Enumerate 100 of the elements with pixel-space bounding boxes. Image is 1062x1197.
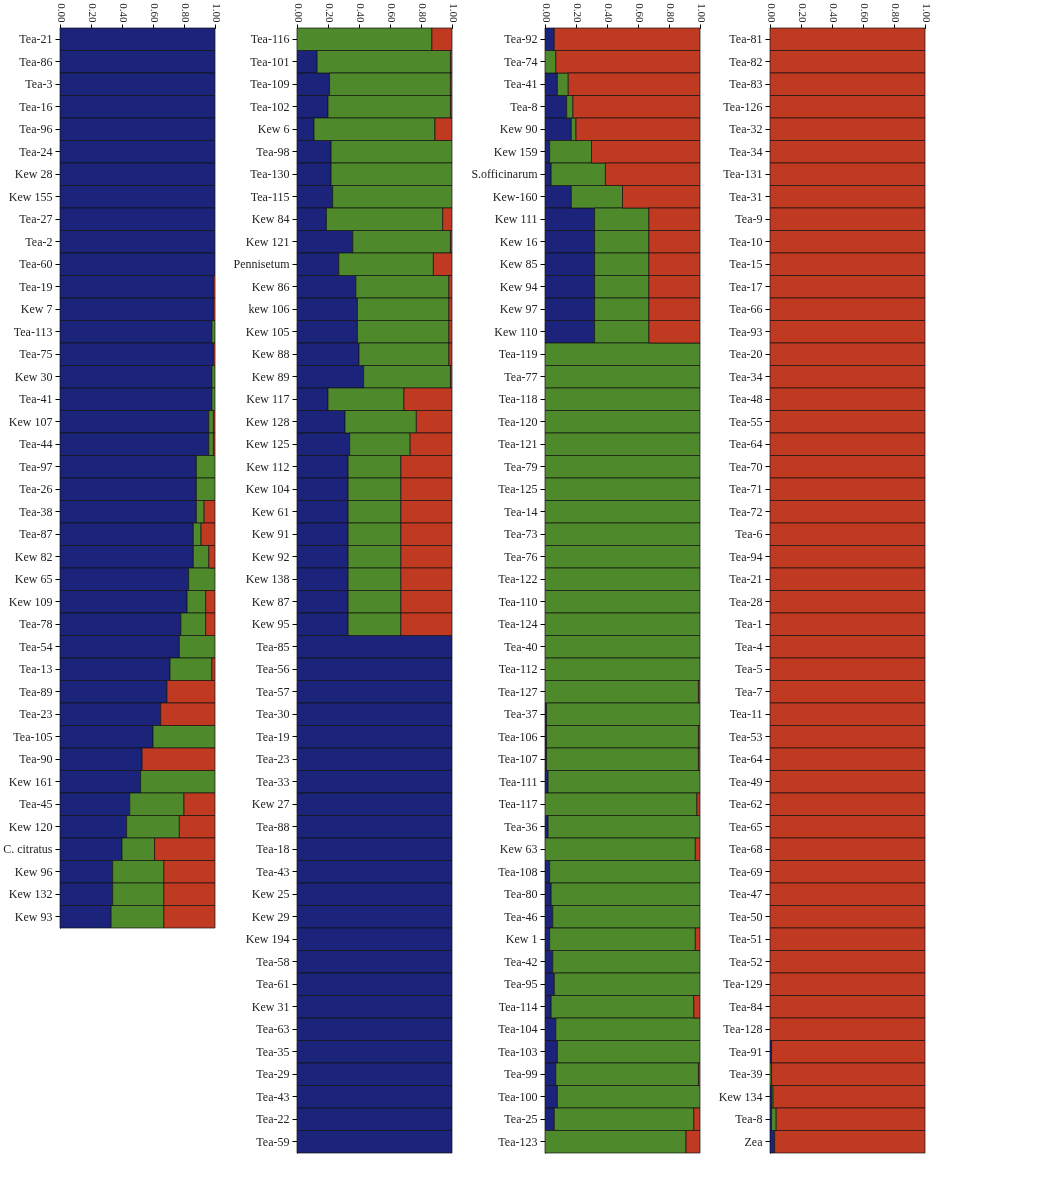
y-tick-label: Tea-107 — [498, 752, 538, 767]
y-tick-label: Tea-76 — [504, 549, 538, 564]
y-tick-label: Kew 16 — [499, 234, 538, 249]
y-tick-label: Tea-45 — [19, 797, 53, 812]
y-tick-label: Tea-31 — [729, 189, 763, 204]
y-tick-label: Tea-46 — [504, 909, 538, 924]
y-tick-label: Tea-34 — [729, 369, 763, 384]
y-tick-label: Tea-52 — [729, 954, 763, 969]
y-tick-label: Kew 97 — [499, 302, 538, 317]
y-tick-label: kew 106 — [248, 302, 290, 317]
y-tick-label: Tea-21 — [19, 32, 53, 47]
y-tick-label: Tea-83 — [729, 77, 763, 92]
y-tick-label: Tea-60 — [19, 257, 53, 272]
x-tick-label: 0.20 — [796, 3, 809, 23]
x-tick-label: 1.00 — [920, 3, 933, 23]
x-tick-label: 1.00 — [210, 3, 223, 23]
y-tick-label: Tea-17 — [729, 279, 763, 294]
y-tick-label: Tea-64 — [729, 752, 763, 767]
y-tick-label: Tea-8 — [735, 1112, 763, 1127]
y-tick-label: Tea-97 — [19, 459, 53, 474]
y-tick-label: Tea-11 — [729, 707, 763, 722]
y-tick-label: Kew 63 — [499, 842, 538, 857]
y-tick-label: Tea-119 — [498, 347, 538, 362]
y-tick-label: Tea-7 — [735, 684, 763, 699]
y-tick-label: Kew 91 — [251, 527, 290, 542]
y-tick-label: Tea-80 — [504, 887, 538, 902]
y-tick-label: Kew 94 — [499, 279, 538, 294]
y-tick-label: Tea-36 — [504, 819, 538, 834]
y-tick-label: Tea-57 — [256, 684, 290, 699]
y-tick-label: Tea-39 — [729, 1067, 763, 1082]
y-tick-label: Tea-54 — [19, 639, 53, 654]
y-tick-label: Kew 93 — [14, 909, 53, 924]
y-tick-label: Kew 90 — [499, 122, 538, 137]
y-tick-label: Tea-71 — [729, 482, 763, 497]
y-tick-label: Tea-44 — [19, 437, 53, 452]
y-tick-label: Kew 92 — [251, 549, 290, 564]
y-tick-label: Kew 96 — [14, 864, 53, 879]
x-tick-label: 1.00 — [695, 3, 708, 23]
y-tick-label: Kew 161 — [8, 774, 53, 789]
y-tick-label: Tea-10 — [729, 234, 763, 249]
y-tick-label: Tea-89 — [19, 684, 53, 699]
y-tick-label: Kew 105 — [245, 324, 290, 339]
y-tick-label: Tea-49 — [729, 774, 763, 789]
y-tick-label: Tea-70 — [729, 459, 763, 474]
y-tick-label: Kew 132 — [8, 887, 53, 902]
y-tick-label: Tea-96 — [19, 122, 53, 137]
y-tick-label: Kew 29 — [251, 909, 290, 924]
y-tick-label: Tea-131 — [723, 167, 763, 182]
y-tick-label: Tea-100 — [498, 1089, 538, 1104]
y-tick-label: Tea-51 — [729, 932, 763, 947]
y-tick-label: Tea-19 — [19, 279, 53, 294]
y-tick-label: Kew 6 — [257, 122, 290, 137]
y-tick-label: Kew 88 — [251, 347, 290, 362]
y-tick-label: Tea-41 — [504, 77, 538, 92]
y-tick-label: Tea-62 — [729, 797, 763, 812]
x-tick-label: 0.00 — [55, 3, 68, 23]
y-tick-label: Tea-59 — [256, 1134, 290, 1149]
y-tick-label: Kew 120 — [8, 819, 53, 834]
y-tick-label: Kew 138 — [245, 572, 290, 587]
y-tick-label: Kew 104 — [245, 482, 290, 497]
y-tick-label: Kew 25 — [251, 887, 290, 902]
y-tick-label: Tea-128 — [723, 1022, 763, 1037]
y-tick-label: Tea-23 — [256, 752, 290, 767]
y-tick-label: Kew 86 — [251, 279, 290, 294]
y-tick-label: Kew 82 — [14, 549, 53, 564]
x-tick-label: 0.80 — [179, 3, 192, 23]
y-tick-label: Tea-43 — [256, 1089, 290, 1104]
x-tick-label: 1.00 — [447, 3, 460, 23]
y-tick-label: Tea-110 — [498, 594, 538, 609]
y-tick-label: Tea-35 — [256, 1044, 290, 1059]
y-tick-label: Tea-124 — [498, 617, 538, 632]
y-tick-label: Tea-25 — [504, 1112, 538, 1127]
y-tick-label: Tea-94 — [729, 549, 763, 564]
y-tick-label: Tea-29 — [256, 1067, 290, 1082]
y-tick-label: Tea-75 — [19, 347, 53, 362]
y-tick-label: Tea-20 — [729, 347, 763, 362]
y-tick-label: Tea-6 — [735, 527, 763, 542]
y-tick-label: C. citratus — [3, 842, 53, 857]
y-tick-label: Tea-26 — [19, 482, 53, 497]
x-tick-label: 0.80 — [664, 3, 677, 23]
x-tick-label: 0.20 — [571, 3, 584, 23]
y-tick-label: Tea-99 — [504, 1067, 538, 1082]
y-tick-label: Tea-48 — [729, 392, 763, 407]
y-tick-label: Tea-82 — [729, 54, 763, 69]
y-tick-label: Tea-53 — [729, 729, 763, 744]
y-tick-label: Tea-69 — [729, 864, 763, 879]
y-tick-label: Kew 31 — [251, 999, 290, 1014]
y-tick-label: Tea-38 — [19, 504, 53, 519]
y-tick-label: Tea-127 — [498, 684, 538, 699]
y-tick-label: Kew 194 — [245, 932, 290, 947]
y-tick-label: Tea-118 — [498, 392, 538, 407]
y-tick-label: Tea-32 — [729, 122, 763, 137]
y-tick-label: Kew 159 — [493, 144, 538, 159]
y-tick-label: Tea-61 — [256, 977, 290, 992]
y-tick-label: Kew 65 — [14, 572, 53, 587]
y-tick-label: Tea-120 — [498, 414, 538, 429]
x-tick-label: 0.40 — [602, 3, 615, 23]
y-tick-label: Tea-14 — [504, 504, 538, 519]
y-tick-label: Tea-27 — [19, 212, 53, 227]
y-tick-label: Tea-66 — [729, 302, 763, 317]
